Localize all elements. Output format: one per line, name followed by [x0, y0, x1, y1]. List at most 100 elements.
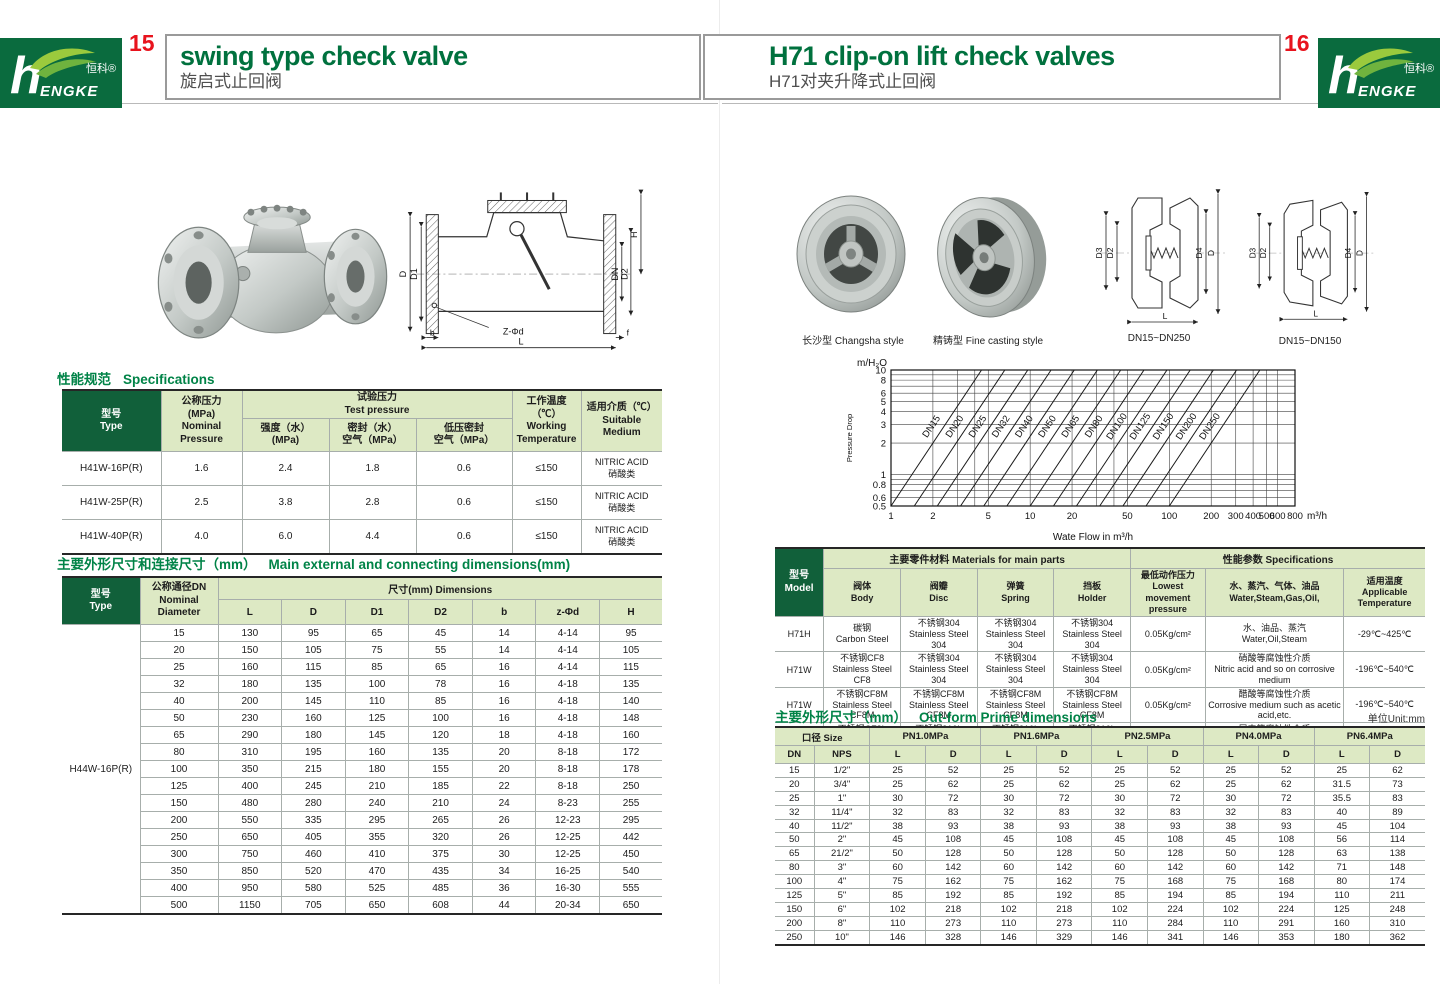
table-cell: 650	[599, 896, 662, 914]
table-cell: 2"	[813, 832, 871, 848]
table-cell: 15	[775, 763, 815, 778]
table-cell: 110	[1313, 888, 1371, 903]
table-cell: 8-18	[535, 777, 601, 795]
table-cell: 16	[471, 675, 537, 693]
table-row: 20 150 105 75 55 14 4-14 105	[62, 641, 662, 659]
col-header-applicable-temp: 适用温度 Applicable Temperature	[1343, 568, 1425, 617]
col-header-materials-group: 主要零件材料 Materials for main parts	[823, 548, 1131, 569]
page-divider	[719, 0, 720, 984]
right-dims-table: 口径 Size PN1.0MPa PN1.6MPa PN2.5MPa PN4.0…	[775, 726, 1425, 946]
table-cell: 30	[1091, 790, 1148, 806]
table-cell: H41W-40P(R)	[62, 519, 162, 554]
table-cell: 435	[408, 862, 473, 880]
table-cell: 25	[775, 790, 815, 806]
table-cell: 4-18	[535, 692, 601, 710]
col-header-d: D	[1146, 745, 1204, 764]
table-cell: 224	[1258, 901, 1315, 917]
table-cell: 45	[1313, 818, 1371, 834]
svg-text:DN100: DN100	[1104, 411, 1130, 442]
table-cell: 20-34	[535, 896, 601, 914]
table-row: H41W-40P(R) 4.0 6.0 4.4 0.6 ≤150 NITRIC ACID 硝酸…	[62, 519, 662, 554]
table-cell: 不锈钢CF8M Stainless Steel CF8M	[1053, 686, 1131, 724]
table-cell: 52	[924, 763, 982, 778]
table-cell: 310	[1369, 915, 1425, 931]
table-cell: 114	[1369, 832, 1425, 848]
dim-label-D: D	[1206, 250, 1216, 256]
table-cell: 192	[924, 888, 982, 903]
col-header-pn25: PN2.5MPa	[1091, 727, 1204, 746]
table-cell: 1.8	[328, 451, 417, 486]
table-cell: 295	[344, 811, 410, 829]
col-header-l: L	[869, 745, 926, 764]
table-cell: 12-23	[535, 811, 601, 829]
table-cell: 75	[869, 874, 926, 890]
unit-label: 单位Unit:mm	[1367, 714, 1425, 725]
table-cell: 62	[1258, 776, 1315, 792]
table-cell: 125	[140, 777, 219, 795]
table-cell: 95	[281, 624, 346, 642]
table-cell: 83	[924, 804, 982, 820]
table-row: 250 10" 146 328 146 329 146 341 146 353 180 362	[775, 929, 1425, 945]
table-cell: 460	[281, 845, 346, 863]
table-cell: 不锈钢304 Stainless Steel 304	[976, 615, 1055, 653]
svg-text:0.5: 0.5	[873, 501, 886, 512]
svg-text:50: 50	[1122, 511, 1133, 522]
table-cell: 110	[344, 692, 410, 710]
table-row: H71W 不锈钢CF8M Stainless Steel CF8M 不锈钢CF8M St…	[775, 686, 1425, 724]
svg-text:DN25: DN25	[967, 414, 990, 440]
col-header-l: L	[980, 745, 1037, 764]
table-cell: 284	[1146, 915, 1204, 931]
page-number-right: 16	[1284, 30, 1310, 56]
table-cell: 273	[924, 915, 982, 931]
left-dims-table-body: H44W-16P(R) 15 130 95 65 45 14 4-14 95 20 150 105 75…	[62, 624, 662, 915]
table-row: 400 950 580 525 485 36 16-30 555	[62, 879, 662, 897]
table-cell: 110	[1091, 915, 1148, 931]
dim-label-D2: D2	[619, 268, 629, 280]
table-cell: 25	[1202, 763, 1260, 778]
table-cell: 52	[1035, 763, 1093, 778]
table-cell: 40	[775, 818, 815, 834]
table-cell: 320	[408, 828, 473, 846]
table-cell: 72	[1258, 790, 1315, 806]
logo-leaf-icon	[30, 48, 95, 70]
table-cell: 50	[980, 846, 1037, 862]
table-cell: 6.0	[241, 519, 330, 554]
table-cell: 4-14	[535, 641, 601, 659]
table-cell: 38	[1091, 818, 1148, 834]
wafer-valve-photo-fine-casting	[928, 182, 1050, 332]
table-cell: 45	[408, 624, 473, 642]
table-cell: 580	[281, 879, 346, 897]
table-cell: -196℃~540℃	[1343, 686, 1425, 724]
dim-label-D2: D2	[1259, 247, 1268, 258]
table-cell: 不锈钢CF8M Stainless Steel CF8M	[976, 686, 1055, 724]
table-cell: 138	[1369, 846, 1425, 862]
col-header-type: 型号 Type	[62, 390, 162, 452]
table-cell: 155	[408, 760, 473, 778]
svg-text:0.6: 0.6	[873, 493, 886, 504]
table-row: 100 4" 75 162 75 162 75 168 75 168 80 174	[775, 874, 1425, 890]
table-cell: 75	[980, 874, 1037, 890]
col-header-l: L	[1202, 745, 1260, 764]
table-cell: 353	[1258, 929, 1315, 945]
table-cell: 不锈钢CF8M Stainless Steel CF8M	[899, 686, 978, 724]
col-header-pn64: PN6.4MPa	[1313, 727, 1425, 746]
table-cell: 105	[599, 641, 662, 659]
table-cell: 146	[1202, 929, 1260, 945]
table-cell: 115	[599, 658, 662, 676]
table-cell: 16	[471, 658, 537, 676]
table-cell: -29℃~425℃	[1343, 615, 1425, 653]
table-cell: 62	[924, 776, 982, 792]
svg-text:3: 3	[881, 420, 886, 431]
col-header-b: b	[471, 599, 537, 625]
table-cell: 93	[1146, 818, 1204, 834]
table-cell: 168	[1146, 874, 1204, 890]
table-row: 150 480 280 240 210 24 8-23 255	[62, 794, 662, 812]
table-cell: 32	[1202, 804, 1260, 820]
table-cell: 16-30	[535, 879, 601, 897]
table-cell: 52	[1146, 763, 1204, 778]
table-cell: 25	[869, 763, 926, 778]
table-cell: 0.6	[415, 451, 513, 486]
table-cell: 180	[217, 675, 283, 693]
table-cell: 32	[980, 804, 1037, 820]
table-cell: 93	[924, 818, 982, 834]
